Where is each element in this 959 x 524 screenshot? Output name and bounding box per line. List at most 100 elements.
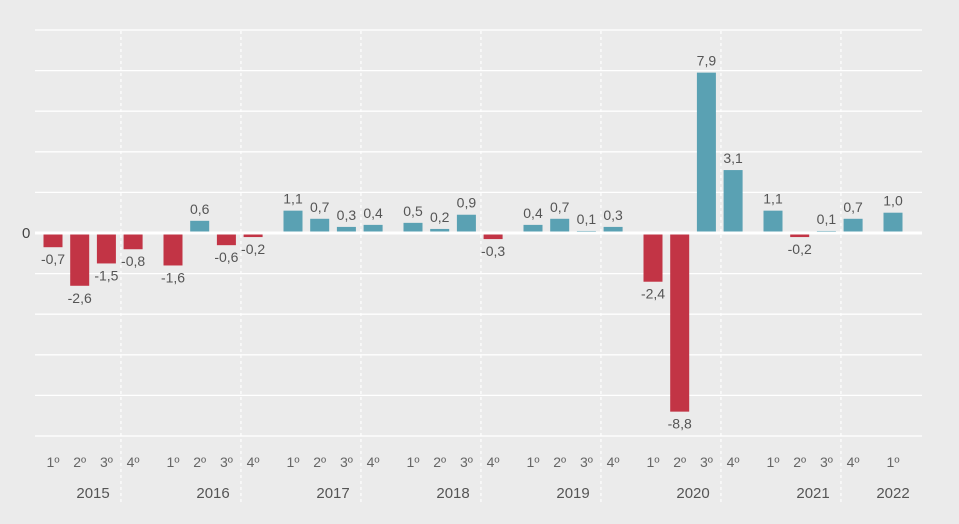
quarter-label: 3º (220, 454, 233, 470)
quarter-label: 1º (887, 454, 900, 470)
bar-2022-q1 (883, 212, 903, 233)
value-label-2017-q3: 0,3 (337, 207, 357, 223)
quarter-label: 3º (340, 454, 353, 470)
bar-2021-q1 (763, 210, 783, 233)
quarter-label: 2º (553, 454, 566, 470)
value-label-2019-q3: 0,1 (577, 211, 597, 227)
quarter-label: 4º (727, 454, 740, 470)
bar-2021-q4 (843, 218, 863, 233)
bar-2016-q1 (163, 233, 183, 266)
value-label-2017-q1: 1,1 (283, 191, 303, 207)
quarter-label: 1º (767, 454, 780, 470)
quarter-label: 3º (820, 454, 833, 470)
bars (43, 72, 903, 412)
bar-2019-q4 (603, 226, 623, 233)
value-label-2019-q1: 0,4 (523, 205, 543, 221)
value-label-2018-q4: -0,3 (481, 243, 505, 259)
bar-2015-q2 (70, 233, 90, 286)
quarter-label: 4º (367, 454, 380, 470)
x-axis-labels: 1º 2º 3º 4º 2015 1º 2º 3º 4º 2016 1º 2º 3º 4º 2017 1º 2º… (47, 454, 910, 502)
quarter-label: 4º (127, 454, 140, 470)
bar-2019-q1 (523, 224, 543, 233)
quarter-label: 4º (847, 454, 860, 470)
quarter-label: 2º (313, 454, 326, 470)
bar-2018-q4 (483, 233, 503, 240)
gridlines (35, 29, 922, 437)
year-label-2018: 2018 (436, 485, 469, 502)
quarter-label: 1º (287, 454, 300, 470)
quarter-label: 2º (433, 454, 446, 470)
value-label-2021-q4: 0,7 (843, 199, 863, 215)
value-labels: -0,7-2,6-1,5-0,8-1,60,6-0,6-0,21,10,70,3… (41, 53, 903, 432)
quarter-label: 3º (700, 454, 713, 470)
value-label-2019-q4: 0,3 (603, 207, 623, 223)
quarter-label: 2º (193, 454, 206, 470)
value-label-2018-q3: 0,9 (457, 195, 477, 211)
bar-2016-q3 (216, 233, 236, 246)
value-label-2017-q2: 0,7 (310, 199, 330, 215)
year-label-2020: 2020 (676, 485, 709, 502)
quarter-label: 4º (607, 454, 620, 470)
bar-2018-q1 (403, 222, 423, 233)
value-label-2022-q1: 1,0 (883, 193, 903, 209)
year-label-2016: 2016 (196, 485, 229, 502)
bar-2017-q2 (310, 218, 330, 233)
quarter-label: 3º (460, 454, 473, 470)
quarter-label: 1º (647, 454, 660, 470)
value-label-2015-q3: -1,5 (94, 267, 118, 283)
year-label-2015: 2015 (76, 485, 109, 502)
quarter-label: 1º (527, 454, 540, 470)
quarter-label: 2º (73, 454, 86, 470)
bar-2018-q3 (456, 214, 476, 233)
value-label-2016-q1: -1,6 (161, 269, 185, 285)
value-label-2016-q4: -0,2 (241, 241, 265, 257)
value-label-2015-q1: -0,7 (41, 251, 65, 267)
bar-2015-q3 (96, 233, 116, 264)
year-label-2017: 2017 (316, 485, 349, 502)
year-label-2019: 2019 (556, 485, 589, 502)
value-label-2021-q2: -0,2 (788, 241, 812, 257)
zero-tick-label: 0 (22, 225, 30, 242)
bar-2020-q3 (696, 72, 716, 233)
value-label-2015-q4: -0,8 (121, 253, 145, 269)
value-label-2017-q4: 0,4 (363, 205, 383, 221)
value-label-2016-q2: 0,6 (190, 201, 210, 217)
value-label-2020-q1: -2,4 (641, 286, 665, 302)
bar-2015-q1 (43, 233, 63, 248)
bar-2020-q2 (670, 233, 690, 412)
bar-2018-q2 (430, 228, 450, 233)
bar-2021-q2 (790, 233, 810, 238)
quarter-label: 2º (793, 454, 806, 470)
quarter-label: 2º (673, 454, 686, 470)
year-label-2021: 2021 (796, 485, 829, 502)
quarter-label: 1º (407, 454, 420, 470)
quarter-label: 1º (167, 454, 180, 470)
value-label-2019-q2: 0,7 (550, 199, 570, 215)
bar-2020-q1 (643, 233, 663, 282)
bar-2016-q4 (243, 233, 263, 238)
bar-2019-q2 (550, 218, 570, 233)
quarter-label: 3º (100, 454, 113, 470)
value-label-2018-q1: 0,5 (403, 203, 423, 219)
value-label-2015-q2: -2,6 (68, 290, 92, 306)
year-label-2022: 2022 (876, 485, 909, 502)
value-label-2020-q4: 3,1 (723, 150, 743, 166)
quarter-label: 4º (487, 454, 500, 470)
bar-2016-q2 (190, 220, 210, 233)
bar-2017-q3 (336, 226, 356, 233)
value-label-2018-q2: 0,2 (430, 209, 450, 225)
value-label-2016-q3: -0,6 (214, 249, 238, 265)
bar-2017-q1 (283, 210, 303, 233)
quarter-label: 1º (47, 454, 60, 470)
quarter-label: 3º (580, 454, 593, 470)
value-label-2021-q1: 1,1 (763, 191, 783, 207)
value-label-2020-q2: -8,8 (668, 416, 692, 432)
quarter-label: 4º (247, 454, 260, 470)
bar-2020-q4 (723, 170, 743, 233)
value-label-2020-q3: 7,9 (697, 53, 717, 69)
bar-2015-q4 (123, 233, 143, 250)
value-label-2021-q3: 0,1 (817, 211, 837, 227)
year-separators (120, 31, 842, 505)
bar-2017-q4 (363, 224, 383, 233)
